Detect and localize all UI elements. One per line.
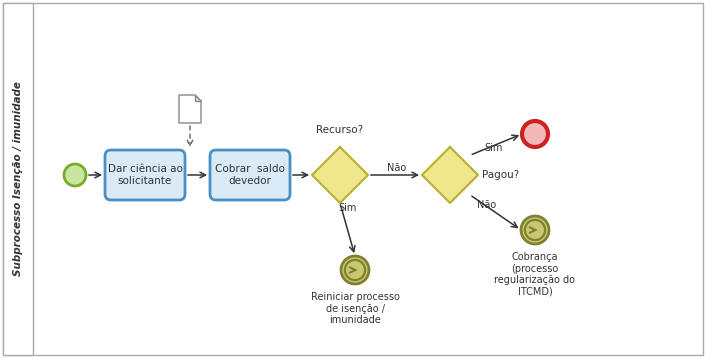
Bar [3,3,33,355]
Text: Sim: Sim [339,203,357,213]
Circle shape [522,121,548,147]
Text: Cobrar  saldo
devedor: Cobrar saldo devedor [215,164,285,186]
Text: Recurso?: Recurso? [316,125,364,135]
FancyBboxPatch shape [210,150,290,200]
Text: Sim: Sim [485,143,503,153]
FancyBboxPatch shape [105,150,185,200]
Circle shape [521,216,549,244]
Circle shape [64,164,86,186]
Polygon shape [422,147,478,203]
Polygon shape [195,95,201,101]
Circle shape [341,256,369,284]
Text: Reiniciar processo
de isenção /
imunidade: Reiniciar processo de isenção / imunidad… [311,292,400,325]
Text: Não: Não [388,163,407,173]
Text: Cobrança
(processo
regularização do
ITCMD): Cobrança (processo regularização do ITCM… [494,252,575,297]
Text: Pagou?: Pagou? [482,170,519,180]
Text: Subprocesso Isenção / imunidade: Subprocesso Isenção / imunidade [13,82,23,276]
Polygon shape [312,147,368,203]
Text: Não: Não [477,200,496,210]
Polygon shape [179,95,201,123]
Text: Dar ciência ao
solicitante: Dar ciência ao solicitante [107,164,182,186]
